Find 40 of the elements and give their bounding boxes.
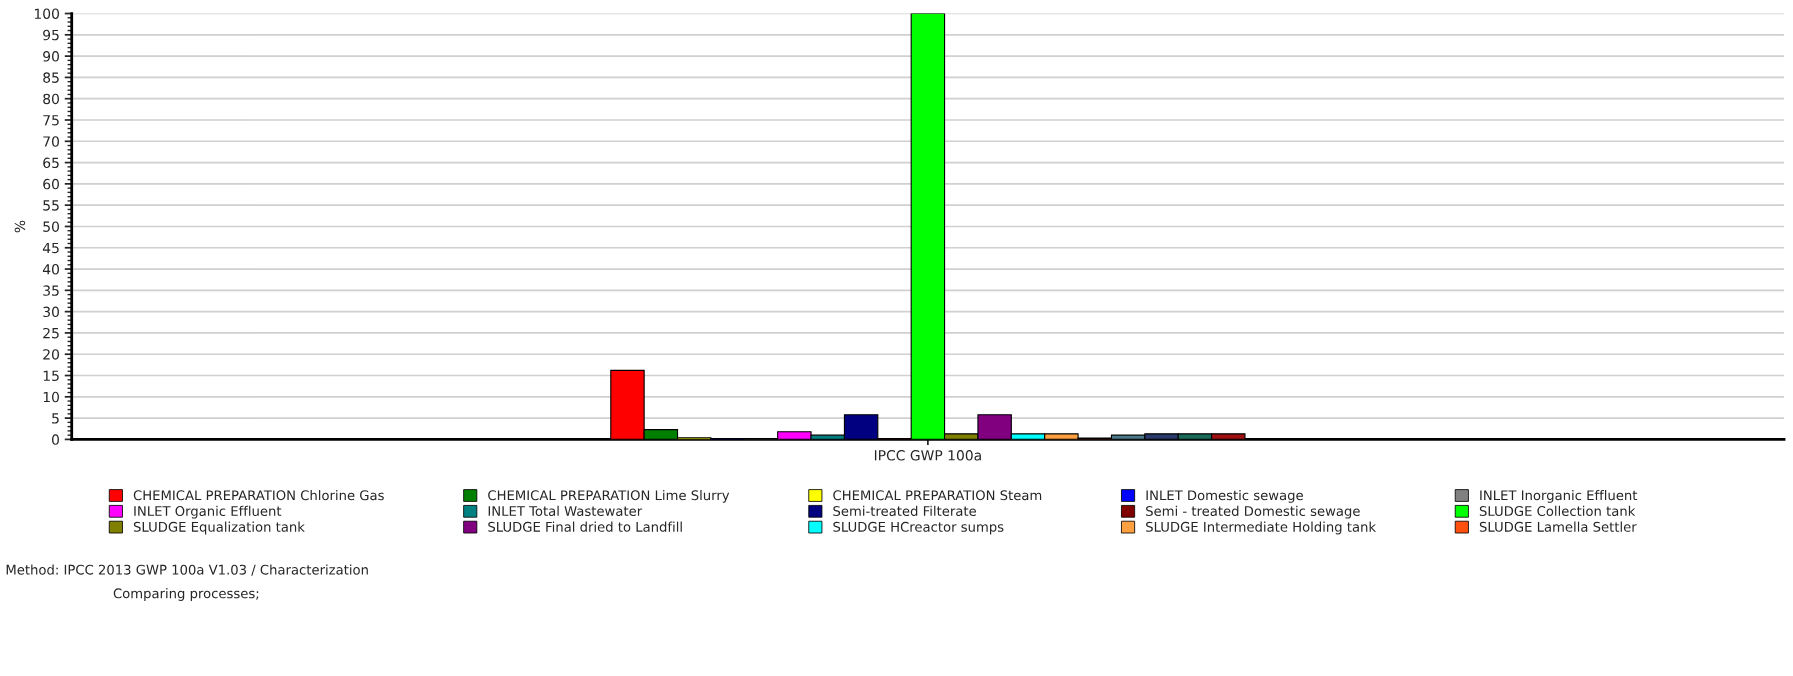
legend-label: CHEMICAL PREPARATION Steam bbox=[833, 490, 1042, 501]
y-tick-label: 50 bbox=[43, 221, 59, 232]
y-tick-label: 70 bbox=[43, 136, 59, 147]
y-tick-label: 45 bbox=[42, 242, 59, 254]
text: Method: IPCC 2013 GWP 100a V1.03 / Characterization bbox=[6, 564, 368, 576]
y-tick-label: 80 bbox=[43, 93, 59, 105]
y-tick-label: 65 bbox=[43, 157, 59, 169]
y-tick-label: 0 bbox=[51, 434, 59, 445]
legend-label: INLET Total Wastewater bbox=[488, 505, 643, 517]
legend-label: CHEMICAL PREPARATION Lime Slurry bbox=[488, 490, 730, 503]
y-tick-label: 75 bbox=[43, 115, 59, 126]
legend-label: Semi - treated Domestic sewage bbox=[1146, 505, 1360, 519]
y-tick-label: 40 bbox=[42, 264, 59, 275]
y-tick-label: 25 bbox=[43, 327, 59, 339]
legend-label: SLUDGE Lamella Settler bbox=[1479, 521, 1637, 532]
legend-label: SLUDGE Intermediate Holding tank bbox=[1146, 521, 1377, 535]
y-tick-label: 10 bbox=[43, 391, 59, 403]
y-tick-label: 15 bbox=[43, 370, 59, 381]
y-tick-label: 55 bbox=[43, 200, 59, 211]
y-tick-label: 5 bbox=[52, 413, 59, 424]
y-tick-label: 60 bbox=[43, 178, 59, 190]
text: Comparing processes; bbox=[113, 588, 259, 601]
y-tick-label: 95 bbox=[43, 29, 59, 41]
legend-label: INLET Inorganic Effluent bbox=[1480, 490, 1638, 503]
y-tick-label: 35 bbox=[43, 285, 59, 296]
y-axis-title: % bbox=[14, 220, 26, 233]
legend-label: SLUDGE Final dried to Landfill bbox=[488, 521, 682, 532]
x-tick-label: IPCC GWP 100a bbox=[874, 450, 981, 461]
y-tick-label: 90 bbox=[43, 51, 59, 62]
y-tick-label: 20 bbox=[43, 349, 59, 360]
y-tick-label: 100 bbox=[34, 8, 59, 19]
legend-label: INLET Organic Effluent bbox=[134, 505, 282, 519]
legend-label: INLET Domestic sewage bbox=[1146, 490, 1303, 503]
legend-label: SLUDGE Collection tank bbox=[1479, 505, 1636, 517]
y-tick-label: 30 bbox=[43, 306, 59, 318]
legend-label: CHEMICAL PREPARATION Chlorine Gas bbox=[133, 490, 384, 501]
legend-label: SLUDGE Equalization tank bbox=[133, 521, 305, 535]
legend-label: SLUDGE HCreactor sumps bbox=[833, 521, 1004, 535]
y-tick-label: 85 bbox=[43, 72, 59, 83]
legend-label: Semi-treated Filterate bbox=[833, 505, 976, 517]
